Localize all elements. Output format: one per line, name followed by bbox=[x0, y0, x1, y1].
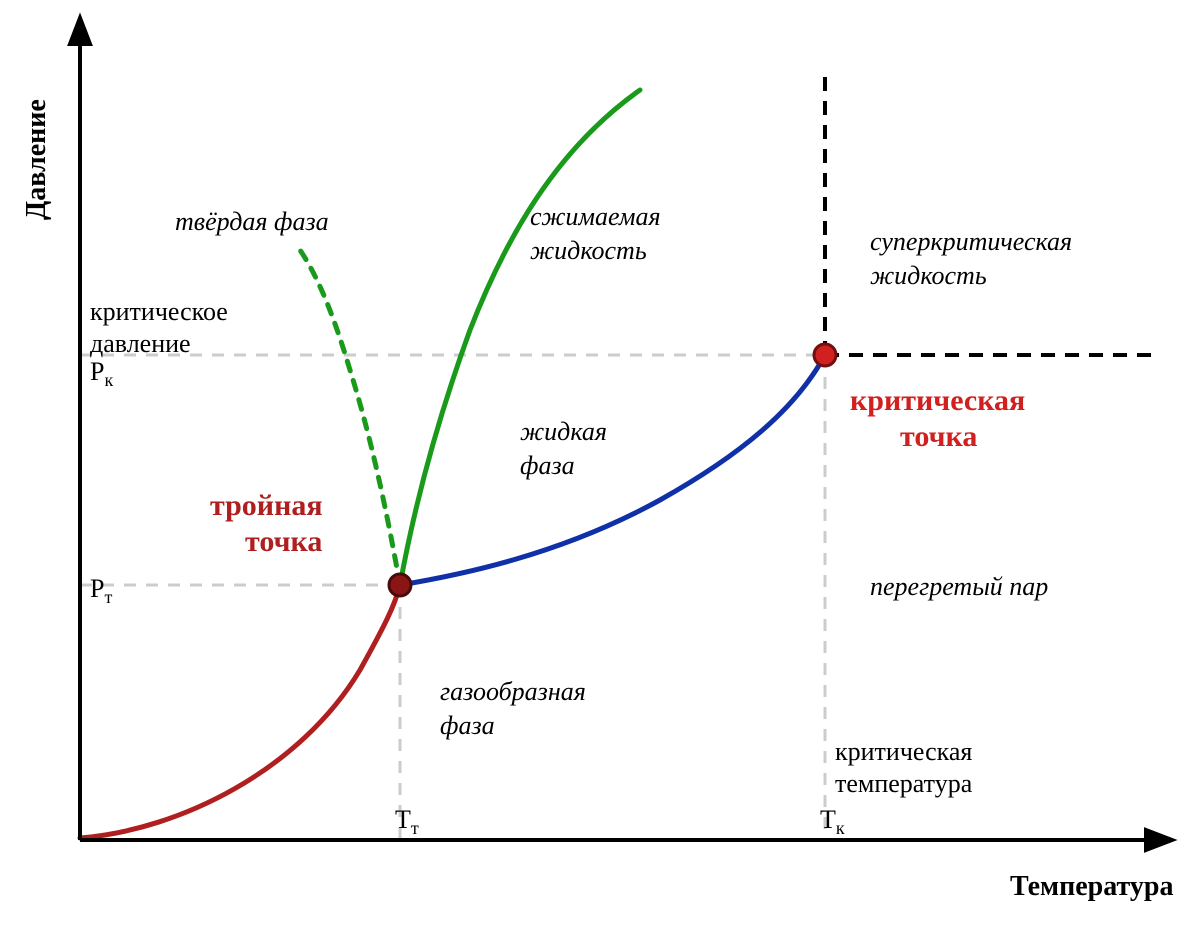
label-superheated-vapor: перегретый пар bbox=[870, 572, 1048, 601]
x-axis-label: Температура bbox=[1010, 871, 1173, 902]
label-supercritical-fluid: суперкритическая жидкость bbox=[870, 227, 1079, 290]
critical-point bbox=[814, 344, 836, 366]
sublimation-curve bbox=[80, 585, 400, 838]
guide-lines bbox=[80, 355, 825, 840]
critical-dash-lines bbox=[825, 75, 1160, 355]
label-gas-phase: газообразная фаза bbox=[440, 677, 592, 740]
tick-pt: Pт bbox=[90, 574, 112, 607]
phase-diagram: Давление Температура Pк Pт Tт Tк твёрдая… bbox=[0, 0, 1200, 925]
vaporization-curve bbox=[400, 355, 825, 585]
tick-tt: Tт bbox=[395, 805, 419, 838]
x-axis-arrowhead-icon bbox=[1146, 830, 1172, 850]
label-critical-pressure: критическое давление bbox=[90, 297, 234, 358]
y-axis-label: Давление bbox=[21, 99, 52, 220]
label-critical-point: критическая точка bbox=[850, 384, 1033, 453]
axes bbox=[70, 18, 1172, 850]
triple-point bbox=[389, 574, 411, 596]
label-compressible-liquid: сжимаемая жидкость bbox=[530, 202, 667, 265]
label-liquid-phase: жидкая фаза bbox=[520, 417, 613, 480]
label-solid-phase: твёрдая фаза bbox=[175, 207, 329, 236]
fusion-curve bbox=[400, 90, 640, 585]
y-axis-arrowhead-icon bbox=[70, 18, 90, 44]
label-critical-temperature: критическая температура bbox=[835, 737, 979, 798]
tick-tk: Tк bbox=[820, 805, 845, 838]
label-triple-point: тройная точка bbox=[210, 489, 330, 558]
tick-pk: Pк bbox=[90, 357, 113, 390]
